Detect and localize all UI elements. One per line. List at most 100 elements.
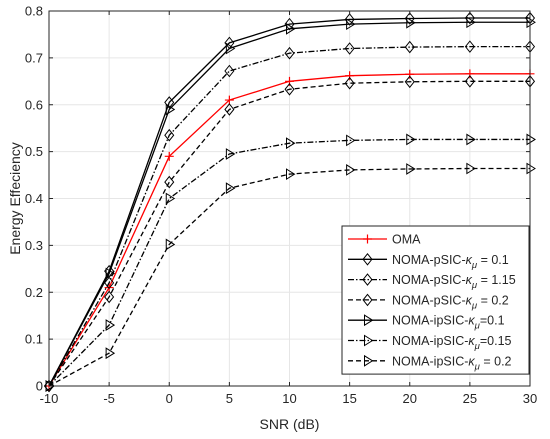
diamond-marker (344, 13, 355, 26)
diamond-marker (344, 42, 355, 55)
legend-label-value: = 0.2 (480, 354, 512, 368)
y-tick-label: 0.2 (25, 285, 43, 300)
legend-entry-4: NOMA-ipSIC-κμ=0.1 (348, 314, 505, 332)
series-line (48, 167, 530, 387)
x-tick-label: -10 (40, 391, 59, 406)
triangle-marker (286, 22, 296, 35)
y-axis-title: Energy Effeciency (7, 142, 23, 255)
legend-label: NOMA-ipSIC-κμ = 0.2 (392, 354, 512, 372)
triangle-marker (364, 314, 374, 327)
axis-ticks: -10 -5 0 5 10 15 20 25 30 0 0.1 0.2 0.3 0.4 0.5 0.6 0.7 0… (25, 4, 537, 407)
x-tick-label: 5 (226, 391, 233, 406)
triangle-marker (105, 267, 116, 280)
series-line (48, 138, 530, 387)
triangle-marker (364, 354, 374, 367)
triangle-marker (45, 380, 55, 392)
legend-label: NOMA-pSIC-κμ = 0.2 (392, 293, 509, 311)
x-tick-label: 15 (342, 391, 356, 406)
triangle-marker (406, 163, 416, 175)
diamond-marker (104, 290, 115, 304)
diamond-marker (362, 293, 373, 307)
legend-label: OMA (392, 233, 421, 247)
legend-label-prefix: NOMA-ipSIC- (392, 314, 468, 328)
plus-marker (224, 95, 234, 105)
diamond-marker (284, 17, 295, 31)
x-axis-title: SNR (dB) (260, 416, 320, 432)
legend-label-symbol: κ (466, 293, 473, 307)
series-3 (43, 75, 536, 393)
legend-label-value: =0.1 (480, 314, 505, 328)
legend-label-subscript: μ (474, 321, 481, 332)
triangle-marker (466, 16, 476, 29)
legend-label-symbol: κ (466, 253, 473, 267)
legend-label-subscript: μ (471, 280, 478, 291)
y-tick-label: 0.3 (25, 238, 43, 253)
y-tick-label: 0.8 (25, 4, 43, 19)
diamond-marker (284, 82, 295, 96)
triangle-marker (526, 133, 536, 146)
y-tick-label: 0.7 (25, 50, 43, 65)
legend-label-prefix: NOMA-pSIC- (392, 293, 466, 307)
triangle-marker (346, 164, 356, 176)
plus-marker (345, 71, 355, 81)
legend-entry-3: NOMA-pSIC-κμ = 0.2 (348, 293, 509, 311)
legend-label-value: = 0.2 (477, 293, 509, 307)
triangle-marker (225, 148, 236, 160)
y-tick-label: 0 (36, 379, 43, 394)
legend-label-value: = 1.15 (477, 273, 516, 287)
series-line (48, 21, 530, 387)
diamond-marker (362, 252, 373, 266)
legend-entry-5: NOMA-ipSIC-κμ=0.15 (348, 334, 512, 352)
legend-label-subscript: μ (474, 361, 481, 372)
triangle-marker (406, 133, 416, 146)
series-5 (45, 133, 536, 392)
y-tick-label: 0.5 (25, 144, 43, 159)
diamond-marker (224, 103, 235, 116)
plus-marker (104, 283, 114, 293)
series-line (48, 80, 530, 387)
diamond-marker (344, 76, 355, 90)
plus-marker (405, 69, 415, 79)
legend-label: NOMA-pSIC-κμ = 0.1 (392, 253, 509, 271)
triangle-marker (286, 168, 296, 181)
legend-label-value: =0.15 (480, 334, 512, 348)
triangle-marker (526, 16, 536, 29)
diamond-marker (404, 75, 415, 89)
legend-label-subscript: μ (471, 260, 478, 271)
legend-label-subscript: μ (474, 341, 481, 352)
triangle-marker (225, 42, 236, 55)
diamond-marker (464, 11, 475, 25)
legend-label-prefix: NOMA-pSIC- (392, 253, 466, 267)
plus-marker (363, 234, 372, 244)
triangle-marker (165, 192, 176, 205)
legend-entry-1: NOMA-pSIC-κμ = 0.1 (348, 253, 509, 271)
legend-label-symbol: κ (466, 273, 473, 287)
triangle-marker (286, 137, 296, 150)
x-tick-label: 10 (282, 391, 296, 406)
triangle-marker (346, 134, 356, 147)
x-tick-label: 0 (166, 391, 173, 406)
legend-label-subscript: μ (471, 300, 478, 311)
diamond-marker (284, 46, 295, 60)
plus-marker (465, 69, 475, 79)
y-tick-label: 0.4 (25, 191, 43, 206)
diamond-marker (464, 75, 475, 88)
triangle-marker (165, 103, 176, 116)
legend-label-value: = 0.1 (477, 253, 509, 267)
triangle-marker (105, 347, 116, 360)
legend-entry-2: NOMA-pSIC-κμ = 1.15 (348, 273, 516, 291)
diamond-marker (362, 273, 373, 286)
legend-label-symbol: κ (468, 354, 475, 368)
y-tick-label: 0.1 (25, 332, 43, 347)
legend-label-prefix: NOMA-ipSIC- (392, 334, 468, 348)
legend-label: NOMA-ipSIC-κμ=0.15 (392, 334, 512, 352)
x-tick-label: 25 (463, 391, 477, 406)
legend-entry-0: OMA (348, 233, 421, 247)
triangle-marker (526, 162, 536, 175)
triangle-marker (225, 182, 236, 195)
diamond-marker (404, 40, 415, 54)
legend-label-symbol: κ (468, 334, 475, 348)
diamond-marker (224, 64, 235, 78)
